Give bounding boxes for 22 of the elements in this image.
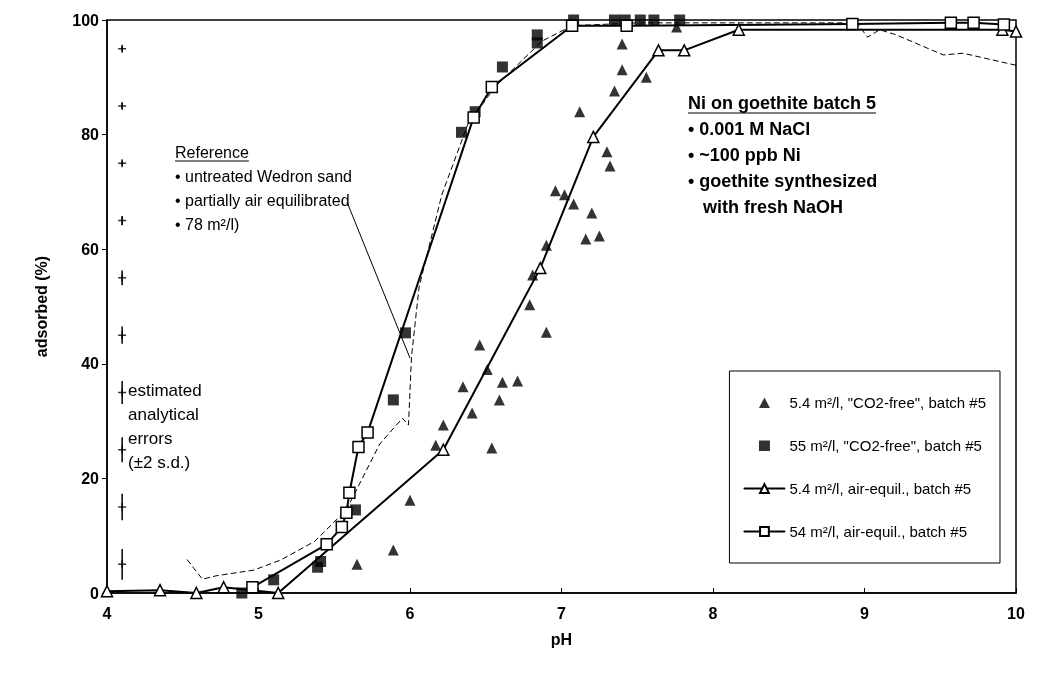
- x-tick-label: 5: [254, 604, 264, 622]
- x-tick-label: 6: [405, 604, 415, 622]
- x-tick-label: 4: [102, 604, 112, 622]
- y-tick-label: 40: [81, 355, 100, 373]
- x-tick-label: 10: [1007, 604, 1025, 622]
- x-axis-title: pH: [550, 630, 573, 648]
- x-tick-label: 9: [860, 604, 870, 622]
- legend-label: 55 m²/l, "CO2-free", batch #5: [789, 437, 982, 454]
- legend-label: 5.4 m²/l, air-equil., batch #5: [789, 480, 972, 497]
- annotation: estimated analytical errors (±2 s.d.): [128, 380, 202, 472]
- x-tick-label: 7: [557, 604, 567, 622]
- y-tick-label: 20: [81, 469, 100, 487]
- y-axis-title: adsorbed (%): [32, 255, 50, 358]
- y-tick-label: 60: [81, 240, 100, 258]
- annotation: Ni on goethite batch 5 • 0.001 M NaCl • ~100 ppb Ni • goethite synthesized with fresh NaOH: [688, 93, 878, 217]
- legend-label: 5.4 m²/l, "CO2-free", batch #5: [789, 394, 986, 411]
- annotation: Reference • untreated Wedron sand • partially air equilibrated • 78 m²/l): [175, 143, 352, 233]
- y-tick-label: 0: [90, 584, 100, 602]
- y-tick-label: 100: [72, 11, 100, 29]
- y-tick-label: 80: [81, 126, 100, 144]
- legend-label: 54 m²/l, air-equil., batch #5: [789, 523, 968, 540]
- x-tick-label: 8: [708, 604, 718, 622]
